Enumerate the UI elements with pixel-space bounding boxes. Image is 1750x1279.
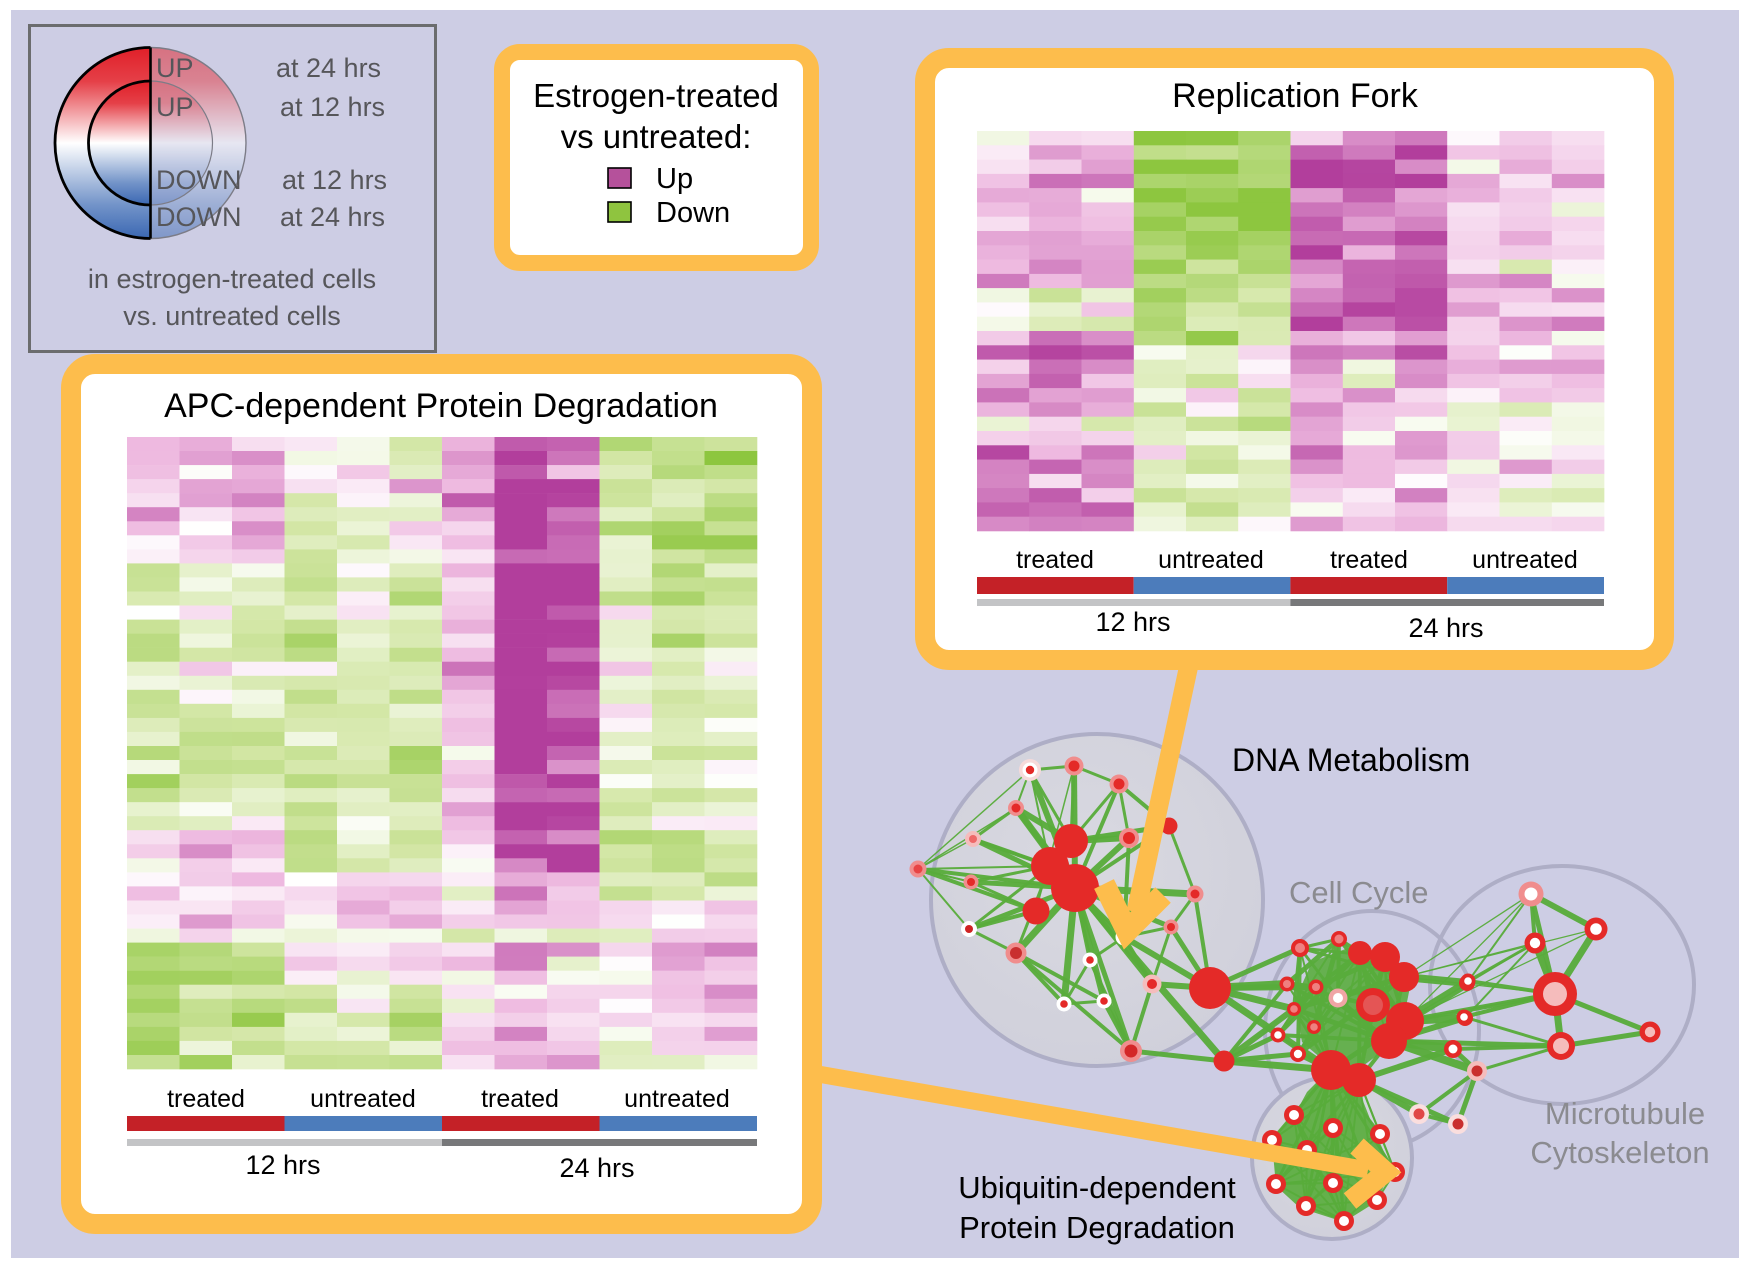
svg-text:APC-dependent Protein Degradat: APC-dependent Protein Degradation	[164, 387, 718, 425]
svg-text:Down: Down	[656, 197, 730, 229]
svg-text:Replication Fork: Replication Fork	[1172, 77, 1419, 115]
svg-text:treated: treated	[1330, 546, 1408, 574]
svg-text:at 12 hrs: at 12 hrs	[282, 165, 387, 195]
svg-text:untreated: untreated	[1158, 546, 1264, 574]
svg-text:vs untreated:: vs untreated:	[561, 118, 752, 155]
svg-text:Cell Cycle: Cell Cycle	[1289, 875, 1429, 910]
svg-text:untreated: untreated	[1472, 546, 1578, 574]
svg-text:treated: treated	[1016, 546, 1094, 574]
svg-text:24 hrs: 24 hrs	[1408, 613, 1483, 643]
svg-text:Cytoskeleton: Cytoskeleton	[1530, 1135, 1709, 1170]
svg-text:UP: UP	[156, 53, 194, 83]
svg-text:12 hrs: 12 hrs	[245, 1150, 320, 1180]
svg-text:Microtubule: Microtubule	[1545, 1096, 1705, 1131]
svg-text:DOWN: DOWN	[156, 202, 241, 232]
svg-text:DOWN: DOWN	[156, 165, 241, 195]
svg-text:Protein Degradation: Protein Degradation	[959, 1210, 1235, 1245]
svg-text:treated: treated	[481, 1085, 559, 1113]
svg-text:Ubiquitin-dependent: Ubiquitin-dependent	[958, 1170, 1236, 1205]
svg-text:24 hrs: 24 hrs	[559, 1153, 634, 1183]
svg-text:Up: Up	[656, 163, 693, 195]
svg-text:12 hrs: 12 hrs	[1095, 607, 1170, 637]
svg-text:untreated: untreated	[310, 1085, 416, 1113]
svg-text:at 24 hrs: at 24 hrs	[280, 202, 385, 232]
svg-text:untreated: untreated	[624, 1085, 730, 1113]
svg-text:at 24 hrs: at 24 hrs	[276, 53, 381, 83]
svg-text:vs. untreated cells: vs. untreated cells	[123, 301, 341, 331]
svg-text:UP: UP	[156, 92, 194, 122]
svg-text:in estrogen-treated cells: in estrogen-treated cells	[88, 264, 376, 294]
svg-text:treated: treated	[167, 1085, 245, 1113]
svg-text:DNA Metabolism: DNA Metabolism	[1232, 742, 1470, 778]
svg-text:Estrogen-treated: Estrogen-treated	[533, 77, 779, 114]
svg-text:at 12 hrs: at 12 hrs	[280, 92, 385, 122]
